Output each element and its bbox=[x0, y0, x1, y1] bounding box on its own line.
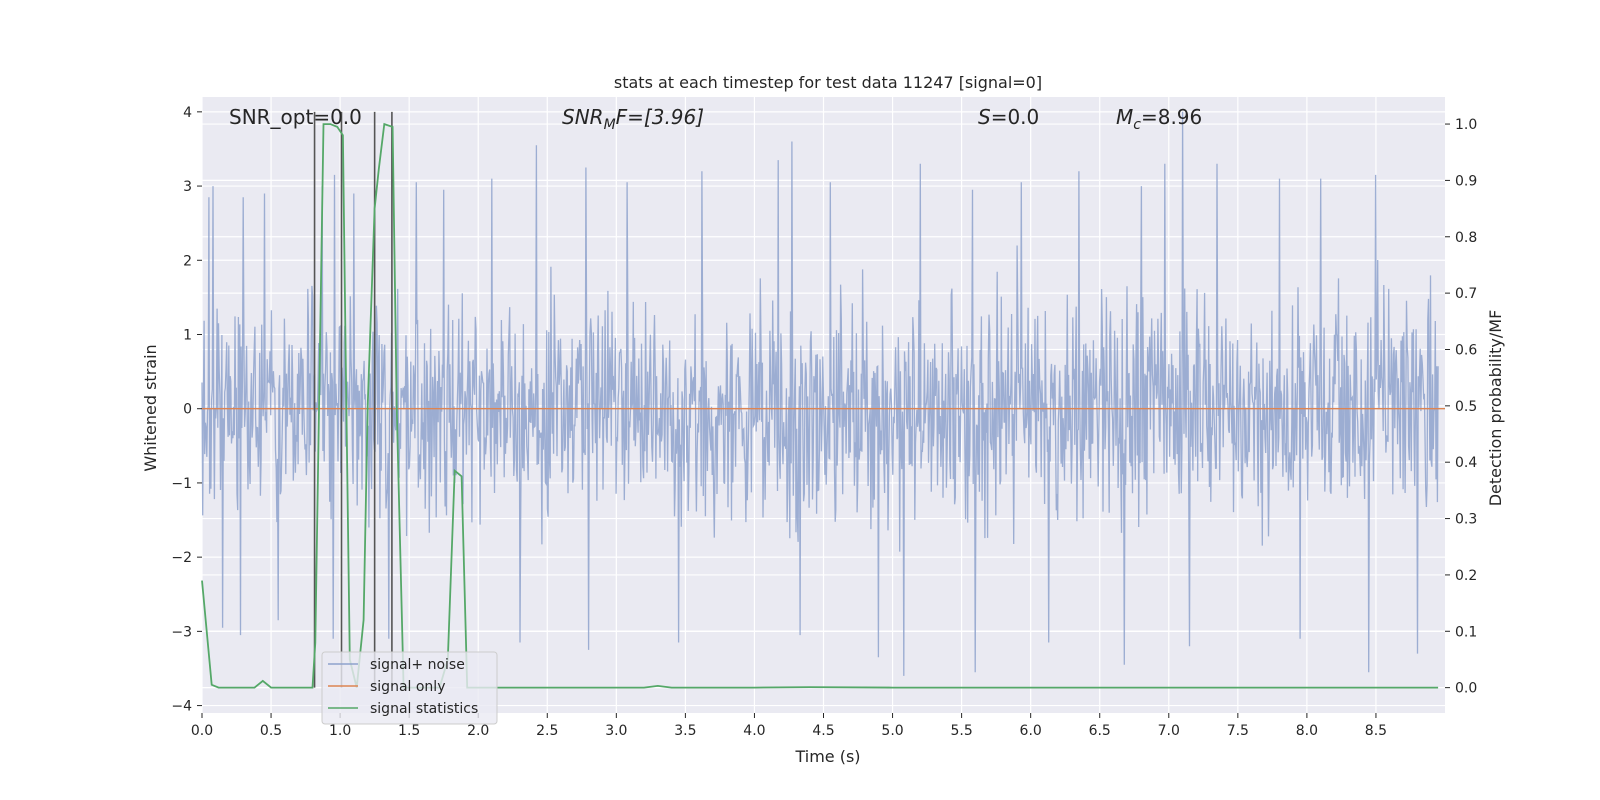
x-axis-label: Time (s) bbox=[794, 747, 860, 766]
x-tick-label: 2.5 bbox=[536, 723, 558, 739]
x-tick-label: 6.0 bbox=[1020, 723, 1042, 739]
left-y-tick-label: −2 bbox=[171, 550, 192, 566]
right-y-tick-label: 0.5 bbox=[1455, 399, 1477, 415]
right-y-tick-label: 0.0 bbox=[1455, 681, 1477, 697]
legend-label-noise: signal+ noise bbox=[370, 657, 465, 673]
right-y-tick-label: 0.2 bbox=[1455, 568, 1477, 584]
legend: signal+ noise signal only signal statist… bbox=[321, 651, 498, 725]
left-y-tick-label: −1 bbox=[171, 476, 192, 492]
snr-mf-base: SNR bbox=[562, 105, 604, 129]
x-tick-label: 7.5 bbox=[1227, 723, 1249, 739]
right-y-tick-label: 0.9 bbox=[1455, 173, 1477, 189]
x-tick-label: 8.0 bbox=[1296, 723, 1318, 739]
legend-label-signal-only: signal only bbox=[370, 679, 445, 695]
left-y-tick-label: −3 bbox=[171, 624, 192, 640]
signal-statistics-series bbox=[201, 122, 1439, 689]
x-tick-label: 2.0 bbox=[467, 723, 489, 739]
x-tick-label: 5.0 bbox=[881, 723, 903, 739]
x-tick-label: 3.0 bbox=[605, 723, 627, 739]
x-tick-label: 8.5 bbox=[1365, 723, 1387, 739]
signal-noise-line bbox=[201, 111, 1439, 676]
x-tick-label: 1.0 bbox=[329, 723, 351, 739]
left-y-tick-label: 2 bbox=[183, 253, 192, 269]
x-tick-label: 0.5 bbox=[260, 723, 282, 739]
annotation-s: S=0.0 bbox=[978, 105, 1039, 129]
x-tick-label: 3.5 bbox=[674, 723, 696, 739]
right-y-axis-ticks: 1.0 0.9 0.8 0.7 0.6 0.5 0.4 0.3 0.2 0.1 0.0 bbox=[1445, 117, 1477, 697]
legend-label-statistics: signal statistics bbox=[370, 701, 478, 717]
x-tick-label: 4.0 bbox=[743, 723, 765, 739]
x-tick-label: 1.5 bbox=[398, 723, 420, 739]
annotation-snr-mf: SNRMF=[3.96] bbox=[562, 105, 704, 133]
annotation-mc: Mc=8.96 bbox=[1116, 105, 1202, 133]
right-y-tick-label: 0.7 bbox=[1455, 286, 1477, 302]
x-tick-label: 6.5 bbox=[1089, 723, 1111, 739]
right-y-tick-label: 0.8 bbox=[1455, 230, 1477, 246]
signal-noise-series bbox=[201, 111, 1439, 676]
mc-sub: c bbox=[1133, 117, 1141, 133]
x-tick-label: 0.0 bbox=[191, 723, 213, 739]
right-y-tick-label: 1.0 bbox=[1455, 117, 1477, 133]
x-tick-label: 5.5 bbox=[950, 723, 972, 739]
right-y-tick-label: 0.4 bbox=[1455, 455, 1477, 471]
s-rest: =0.0 bbox=[991, 105, 1040, 129]
left-y-tick-label: 4 bbox=[183, 105, 192, 121]
left-y-tick-label: 3 bbox=[183, 179, 192, 195]
left-y-axis-ticks: 4 3 2 1 0 −1 −2 −3 −4 bbox=[171, 105, 202, 715]
chart-title: stats at each timestep for test data 112… bbox=[614, 73, 1042, 92]
snr-mf-rest: F=[3.96] bbox=[616, 105, 704, 129]
right-y-tick-label: 0.3 bbox=[1455, 512, 1477, 528]
mc-rest: =8.96 bbox=[1141, 105, 1202, 129]
x-tick-label: 4.5 bbox=[812, 723, 834, 739]
signal-statistics-line bbox=[201, 122, 1439, 689]
left-y-axis-label: Whitened strain bbox=[141, 344, 160, 471]
left-y-tick-label: −4 bbox=[171, 699, 192, 715]
snr-mf-sub: M bbox=[604, 117, 616, 133]
left-y-tick-label: 0 bbox=[183, 402, 192, 418]
right-y-tick-label: 0.1 bbox=[1455, 624, 1477, 640]
annotation-snr-opt: SNR_opt=0.0 bbox=[229, 105, 362, 129]
x-axis-ticks: 0.0 0.5 1.0 1.5 2.0 2.5 3.0 3.5 4.0 4.5 5.0 5.5 6.0 6… bbox=[191, 713, 1387, 739]
x-tick-label: 7.0 bbox=[1158, 723, 1180, 739]
left-y-tick-label: 1 bbox=[183, 327, 192, 343]
legend-box bbox=[321, 651, 498, 725]
mc-var: M bbox=[1116, 105, 1133, 129]
right-y-tick-label: 0.6 bbox=[1455, 342, 1477, 358]
right-y-axis-label: Detection probability/MF bbox=[1486, 310, 1505, 507]
s-var: S bbox=[978, 105, 991, 129]
